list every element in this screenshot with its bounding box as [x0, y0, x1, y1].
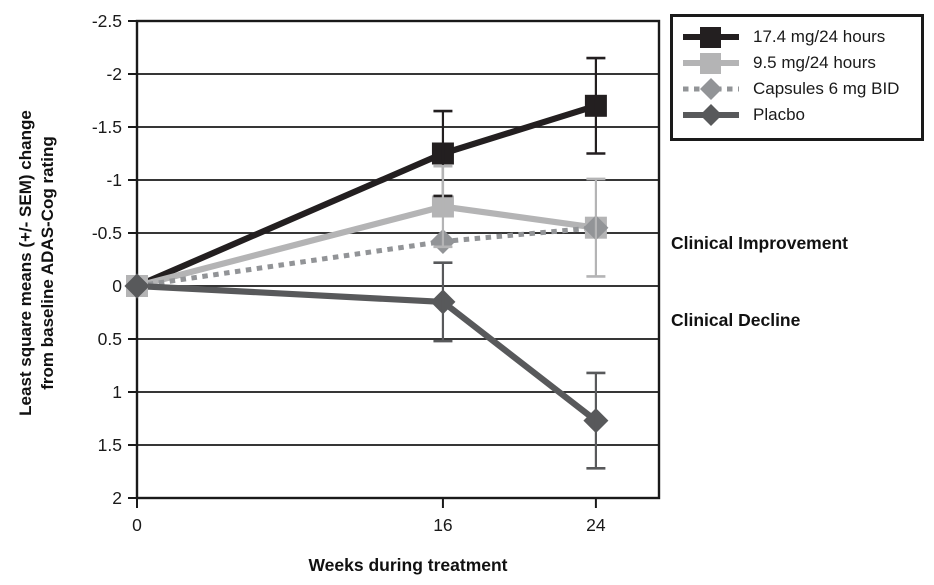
x-axis-title: Weeks during treatment — [308, 555, 508, 575]
legend-item-capsules-6-mg-bid: Capsules 6 mg BID — [673, 76, 921, 102]
y-tick-label: 0.5 — [98, 329, 122, 349]
legend-item-17-4-mg-24-hours: 17.4 mg/24 hours — [673, 24, 921, 50]
y-tick-label: -1.5 — [92, 117, 122, 137]
legend-item-9-5-mg-24-hours: 9.5 mg/24 hours — [673, 50, 921, 76]
legend-label-17-4-mg-24-hours: 17.4 mg/24 hours — [753, 27, 886, 46]
y-tick-label: -0.5 — [92, 223, 122, 243]
y-tick-label: -1 — [106, 170, 122, 190]
series-line-placbo — [136, 282, 598, 424]
legend: 17.4 mg/24 hours 9.5 mg/24 hours Capsules … — [670, 14, 924, 141]
legend-marker-capsules-6-mg-bid — [683, 78, 739, 100]
y-tick-label: -2.5 — [92, 11, 122, 31]
legend-marker-placbo — [683, 104, 739, 126]
legend-label-capsules-6-mg-bid: Capsules 6 mg BID — [753, 79, 900, 98]
y-tick-label: 0 — [112, 276, 122, 296]
y-tick-label: 2 — [112, 488, 122, 508]
y-axis-title-line2: from baseline ADAS-Cog rating — [38, 136, 57, 390]
y-tick-label: -2 — [106, 64, 122, 84]
x-tick-label: 0 — [132, 515, 142, 535]
x-tick-label: 16 — [433, 515, 452, 535]
series-line-17-4-mg-24-hours — [135, 102, 597, 289]
legend-marker-17-4-mg-24-hours — [683, 27, 739, 48]
legend-label-placbo: Placbo — [753, 105, 805, 124]
y-tick-label: 1 — [112, 382, 122, 402]
legend-label-9-5-mg-24-hours: 9.5 mg/24 hours — [753, 53, 876, 72]
plot-border — [135, 19, 661, 500]
annotation-clinical-decline: Clinical Decline — [671, 310, 801, 330]
annotation-clinical-improvement: Clinical Improvement — [671, 233, 848, 253]
x-tick-label: 24 — [586, 515, 606, 535]
y-axis-title: Least square means (+/- SEM) change from… — [15, 23, 61, 503]
legend-marker-9-5-mg-24-hours — [683, 53, 739, 74]
legend-item-placbo: Placbo — [673, 102, 921, 128]
y-tick-label: 1.5 — [98, 435, 122, 455]
y-axis-title-line1: Least square means (+/- SEM) change — [16, 110, 35, 416]
marker-placbo — [124, 273, 150, 299]
